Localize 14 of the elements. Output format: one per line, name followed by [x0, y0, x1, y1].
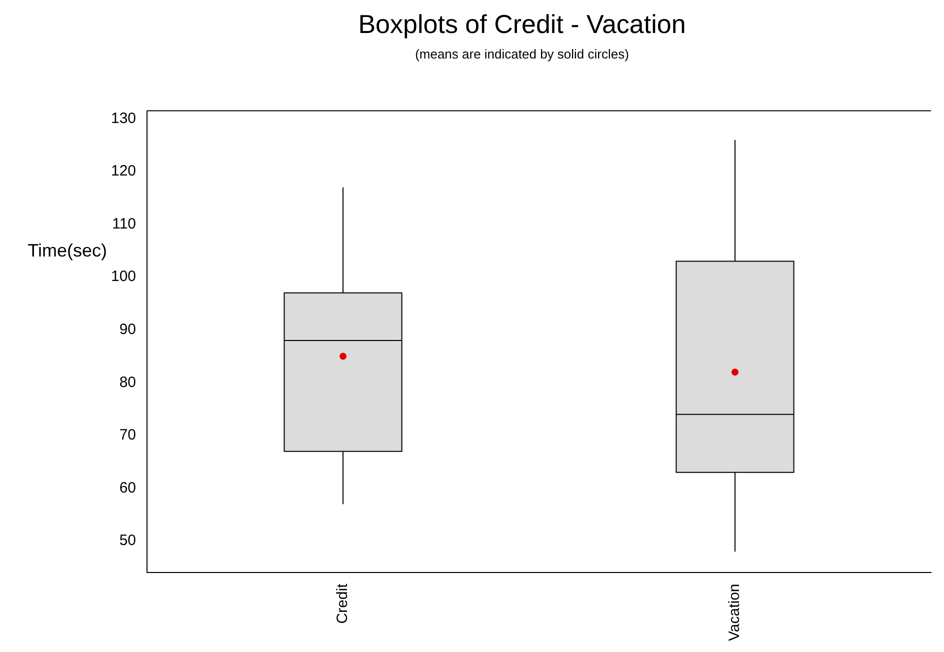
y-tick-label: 50 — [119, 532, 136, 550]
chart-title: Boxplots of Credit - Vacation — [358, 8, 686, 39]
y-tick-label: 90 — [119, 321, 136, 338]
chart-subtitle: (means are indicated by solid circles) — [415, 46, 629, 62]
y-tick-label: 60 — [119, 479, 136, 496]
y-tick-label: 80 — [119, 374, 136, 391]
y-tick-label: 70 — [119, 426, 136, 444]
y-tick-label: 130 — [110, 110, 136, 127]
x-tick-label: Vacation — [726, 584, 744, 642]
y-tick-label: 100 — [110, 268, 136, 286]
y-tick-label: 120 — [110, 162, 136, 180]
y-axis-title: Time(sec) — [28, 240, 108, 260]
y-tick-label: 110 — [112, 215, 136, 232]
x-tick-label: Credit — [334, 582, 352, 624]
